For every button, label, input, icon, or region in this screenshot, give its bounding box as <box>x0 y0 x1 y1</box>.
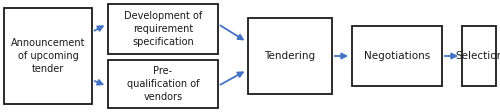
Text: Announcement
of upcoming
tender: Announcement of upcoming tender <box>11 38 85 74</box>
Text: Development of
requirement
specification: Development of requirement specification <box>124 11 202 47</box>
Text: Pre-
qualification of
vendors: Pre- qualification of vendors <box>127 66 199 102</box>
Bar <box>352 26 442 86</box>
Bar <box>462 26 496 86</box>
Text: Negotiations: Negotiations <box>364 51 430 61</box>
Bar <box>4 8 92 104</box>
Bar <box>248 18 332 94</box>
Text: Tendering: Tendering <box>264 51 316 61</box>
Bar <box>108 4 218 54</box>
Text: Selection: Selection <box>455 51 500 61</box>
Bar <box>108 60 218 108</box>
